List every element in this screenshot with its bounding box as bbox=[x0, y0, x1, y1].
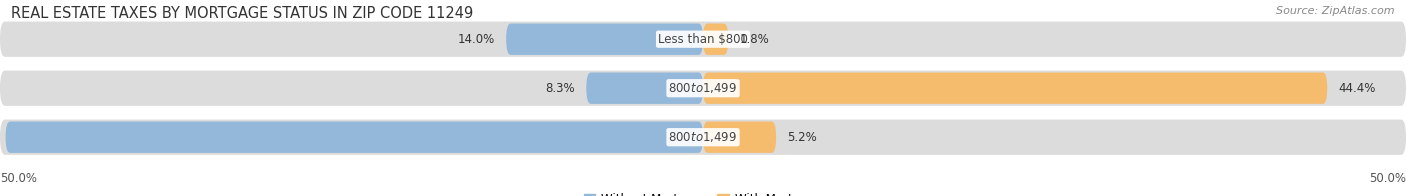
FancyBboxPatch shape bbox=[6, 122, 703, 153]
FancyBboxPatch shape bbox=[703, 73, 1327, 104]
Text: 50.0%: 50.0% bbox=[1369, 172, 1406, 184]
FancyBboxPatch shape bbox=[506, 24, 703, 55]
Legend: Without Mortgage, With Mortgage: Without Mortgage, With Mortgage bbox=[583, 193, 823, 196]
FancyBboxPatch shape bbox=[586, 73, 703, 104]
FancyBboxPatch shape bbox=[703, 24, 728, 55]
Text: 44.4%: 44.4% bbox=[1339, 82, 1376, 95]
Text: 50.0%: 50.0% bbox=[0, 172, 37, 184]
Text: 8.3%: 8.3% bbox=[546, 82, 575, 95]
Text: REAL ESTATE TAXES BY MORTGAGE STATUS IN ZIP CODE 11249: REAL ESTATE TAXES BY MORTGAGE STATUS IN … bbox=[11, 6, 474, 21]
Text: Source: ZipAtlas.com: Source: ZipAtlas.com bbox=[1277, 6, 1395, 16]
Text: 1.8%: 1.8% bbox=[740, 33, 769, 46]
FancyBboxPatch shape bbox=[0, 71, 1406, 106]
Text: $800 to $1,499: $800 to $1,499 bbox=[668, 81, 738, 95]
Text: 5.2%: 5.2% bbox=[787, 131, 817, 144]
FancyBboxPatch shape bbox=[0, 120, 1406, 155]
Text: Less than $800: Less than $800 bbox=[658, 33, 748, 46]
FancyBboxPatch shape bbox=[0, 22, 1406, 57]
Text: 14.0%: 14.0% bbox=[458, 33, 495, 46]
Text: $800 to $1,499: $800 to $1,499 bbox=[668, 130, 738, 144]
FancyBboxPatch shape bbox=[703, 122, 776, 153]
